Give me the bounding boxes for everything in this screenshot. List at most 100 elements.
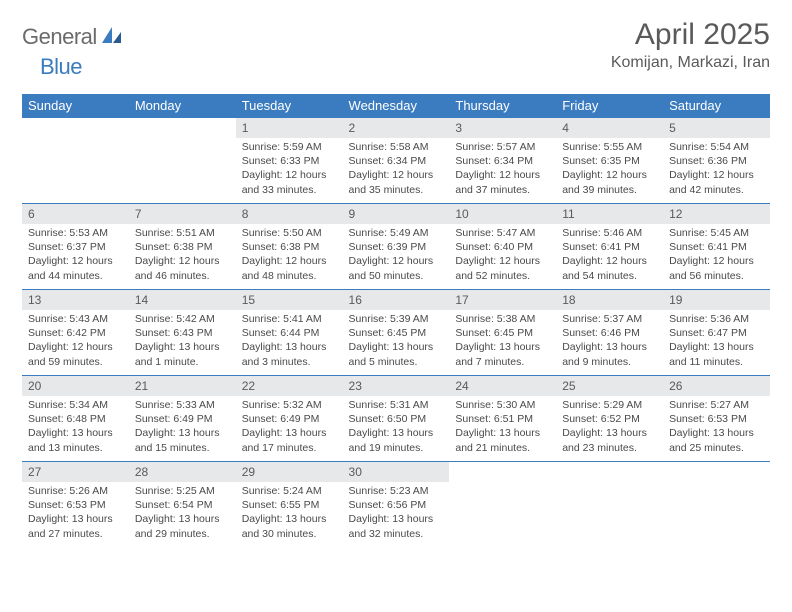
sunset-text: Sunset: 6:44 PM [242, 326, 337, 340]
sunrise-text: Sunrise: 5:58 AM [349, 140, 444, 154]
calendar-cell: 13Sunrise: 5:43 AMSunset: 6:42 PMDayligh… [22, 289, 129, 375]
day-number: 14 [129, 289, 236, 310]
calendar-page: General April 2025 Komijan, Markazi, Ira… [0, 0, 792, 565]
calendar-week-row: 1Sunrise: 5:59 AMSunset: 6:33 PMDaylight… [22, 117, 770, 203]
day-number: 24 [449, 375, 556, 396]
calendar-cell [22, 117, 129, 203]
calendar-week-row: 13Sunrise: 5:43 AMSunset: 6:42 PMDayligh… [22, 289, 770, 375]
calendar-cell: 8Sunrise: 5:50 AMSunset: 6:38 PMDaylight… [236, 203, 343, 289]
calendar-cell [663, 461, 770, 547]
sunset-text: Sunset: 6:43 PM [135, 326, 230, 340]
day-number: 22 [236, 375, 343, 396]
daylight-text: Daylight: 12 hours and 46 minutes. [135, 254, 230, 282]
weekday-header: Wednesday [343, 94, 450, 117]
day-number: 11 [556, 203, 663, 224]
calendar-cell: 26Sunrise: 5:27 AMSunset: 6:53 PMDayligh… [663, 375, 770, 461]
day-number: 15 [236, 289, 343, 310]
day-number: 27 [22, 461, 129, 482]
location: Komijan, Markazi, Iran [611, 54, 770, 72]
month-title: April 2025 [611, 18, 770, 52]
sunset-text: Sunset: 6:35 PM [562, 154, 657, 168]
daylight-text: Daylight: 13 hours and 19 minutes. [349, 426, 444, 454]
sunrise-text: Sunrise: 5:36 AM [669, 312, 764, 326]
weekday-header: Sunday [22, 94, 129, 117]
sunrise-text: Sunrise: 5:23 AM [349, 484, 444, 498]
weekday-header: Thursday [449, 94, 556, 117]
sunset-text: Sunset: 6:45 PM [455, 326, 550, 340]
daylight-text: Daylight: 12 hours and 44 minutes. [28, 254, 123, 282]
sunrise-text: Sunrise: 5:30 AM [455, 398, 550, 412]
sunset-text: Sunset: 6:37 PM [28, 240, 123, 254]
day-number-empty [22, 117, 129, 137]
day-number: 19 [663, 289, 770, 310]
day-details: Sunrise: 5:46 AMSunset: 6:41 PMDaylight:… [556, 224, 663, 287]
logo: General [22, 18, 125, 50]
title-block: April 2025 Komijan, Markazi, Iran [611, 18, 770, 72]
sunset-text: Sunset: 6:34 PM [349, 154, 444, 168]
day-number: 4 [556, 117, 663, 138]
sunset-text: Sunset: 6:36 PM [669, 154, 764, 168]
sunrise-text: Sunrise: 5:46 AM [562, 226, 657, 240]
sunrise-text: Sunrise: 5:41 AM [242, 312, 337, 326]
daylight-text: Daylight: 12 hours and 54 minutes. [562, 254, 657, 282]
sunset-text: Sunset: 6:51 PM [455, 412, 550, 426]
day-number: 2 [343, 117, 450, 138]
sunset-text: Sunset: 6:41 PM [669, 240, 764, 254]
calendar-cell: 15Sunrise: 5:41 AMSunset: 6:44 PMDayligh… [236, 289, 343, 375]
day-number-empty [129, 117, 236, 137]
calendar-body: 1Sunrise: 5:59 AMSunset: 6:33 PMDaylight… [22, 117, 770, 547]
day-number: 16 [343, 289, 450, 310]
calendar-week-row: 6Sunrise: 5:53 AMSunset: 6:37 PMDaylight… [22, 203, 770, 289]
calendar-cell: 30Sunrise: 5:23 AMSunset: 6:56 PMDayligh… [343, 461, 450, 547]
calendar-cell: 5Sunrise: 5:54 AMSunset: 6:36 PMDaylight… [663, 117, 770, 203]
calendar-cell: 25Sunrise: 5:29 AMSunset: 6:52 PMDayligh… [556, 375, 663, 461]
logo-text-2: Blue [22, 54, 82, 80]
sunrise-text: Sunrise: 5:39 AM [349, 312, 444, 326]
day-details: Sunrise: 5:58 AMSunset: 6:34 PMDaylight:… [343, 138, 450, 201]
calendar-cell: 10Sunrise: 5:47 AMSunset: 6:40 PMDayligh… [449, 203, 556, 289]
calendar-cell: 3Sunrise: 5:57 AMSunset: 6:34 PMDaylight… [449, 117, 556, 203]
calendar-cell: 20Sunrise: 5:34 AMSunset: 6:48 PMDayligh… [22, 375, 129, 461]
sunset-text: Sunset: 6:46 PM [562, 326, 657, 340]
sunset-text: Sunset: 6:38 PM [242, 240, 337, 254]
daylight-text: Daylight: 13 hours and 32 minutes. [349, 512, 444, 540]
day-details: Sunrise: 5:39 AMSunset: 6:45 PMDaylight:… [343, 310, 450, 373]
calendar-cell: 23Sunrise: 5:31 AMSunset: 6:50 PMDayligh… [343, 375, 450, 461]
day-number: 9 [343, 203, 450, 224]
calendar-cell: 18Sunrise: 5:37 AMSunset: 6:46 PMDayligh… [556, 289, 663, 375]
day-number: 23 [343, 375, 450, 396]
calendar-cell: 7Sunrise: 5:51 AMSunset: 6:38 PMDaylight… [129, 203, 236, 289]
day-details: Sunrise: 5:29 AMSunset: 6:52 PMDaylight:… [556, 396, 663, 459]
sunrise-text: Sunrise: 5:55 AM [562, 140, 657, 154]
calendar-cell: 12Sunrise: 5:45 AMSunset: 6:41 PMDayligh… [663, 203, 770, 289]
day-details: Sunrise: 5:42 AMSunset: 6:43 PMDaylight:… [129, 310, 236, 373]
sunrise-text: Sunrise: 5:27 AM [669, 398, 764, 412]
sunset-text: Sunset: 6:50 PM [349, 412, 444, 426]
daylight-text: Daylight: 12 hours and 39 minutes. [562, 168, 657, 196]
daylight-text: Daylight: 13 hours and 9 minutes. [562, 340, 657, 368]
sunset-text: Sunset: 6:39 PM [349, 240, 444, 254]
day-number: 3 [449, 117, 556, 138]
calendar-cell [129, 117, 236, 203]
sunrise-text: Sunrise: 5:53 AM [28, 226, 123, 240]
day-details: Sunrise: 5:33 AMSunset: 6:49 PMDaylight:… [129, 396, 236, 459]
daylight-text: Daylight: 13 hours and 23 minutes. [562, 426, 657, 454]
daylight-text: Daylight: 12 hours and 35 minutes. [349, 168, 444, 196]
day-number: 29 [236, 461, 343, 482]
calendar-week-row: 27Sunrise: 5:26 AMSunset: 6:53 PMDayligh… [22, 461, 770, 547]
daylight-text: Daylight: 13 hours and 25 minutes. [669, 426, 764, 454]
day-details: Sunrise: 5:57 AMSunset: 6:34 PMDaylight:… [449, 138, 556, 201]
calendar-cell: 19Sunrise: 5:36 AMSunset: 6:47 PMDayligh… [663, 289, 770, 375]
calendar-cell: 6Sunrise: 5:53 AMSunset: 6:37 PMDaylight… [22, 203, 129, 289]
daylight-text: Daylight: 13 hours and 29 minutes. [135, 512, 230, 540]
calendar-cell: 14Sunrise: 5:42 AMSunset: 6:43 PMDayligh… [129, 289, 236, 375]
day-details: Sunrise: 5:27 AMSunset: 6:53 PMDaylight:… [663, 396, 770, 459]
sunrise-text: Sunrise: 5:34 AM [28, 398, 123, 412]
day-number: 5 [663, 117, 770, 138]
calendar-cell: 4 Sunrise: 5:55 AMSunset: 6:35 PMDaylight… [556, 117, 663, 203]
calendar-cell: 1Sunrise: 5:59 AMSunset: 6:33 PMDaylight… [236, 117, 343, 203]
calendar-cell: 27Sunrise: 5:26 AMSunset: 6:53 PMDayligh… [22, 461, 129, 547]
sunrise-text: Sunrise: 5:45 AM [669, 226, 764, 240]
weekday-header: Friday [556, 94, 663, 117]
day-number-empty [663, 461, 770, 481]
